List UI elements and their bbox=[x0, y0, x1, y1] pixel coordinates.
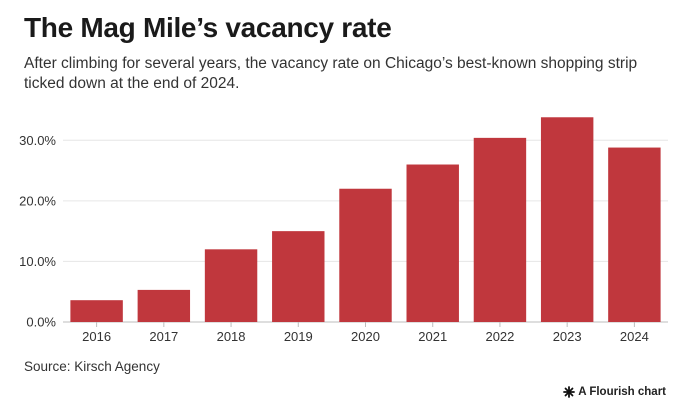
x-tick-label: 2018 bbox=[217, 329, 246, 344]
bar-2019[interactable] bbox=[272, 231, 325, 322]
flourish-credit[interactable]: A Flourish chart bbox=[563, 386, 666, 398]
bar-2022[interactable] bbox=[473, 137, 527, 322]
x-tick-label: 2016 bbox=[82, 329, 111, 344]
bar-2017[interactable] bbox=[137, 289, 191, 322]
y-axis: 0.0% 10.0% 20.0% 30.0% bbox=[19, 133, 56, 330]
bar-2020[interactable] bbox=[339, 188, 392, 322]
bars bbox=[70, 117, 661, 322]
x-tick-label: 2021 bbox=[418, 329, 447, 344]
bar-2021[interactable] bbox=[406, 164, 459, 322]
x-axis: 2016 2017 2018 2019 2020 2021 2022 2023 2024 bbox=[82, 322, 649, 344]
source-note: Source: Kirsch Agency bbox=[24, 359, 160, 374]
bar-2024[interactable] bbox=[608, 147, 661, 322]
y-tick-label: 0.0% bbox=[26, 315, 56, 330]
y-tick-label: 20.0% bbox=[19, 193, 56, 208]
bar-2023[interactable] bbox=[540, 117, 594, 322]
chart-subtitle: After climbing for several years, the va… bbox=[24, 55, 638, 92]
x-tick-label: 2024 bbox=[620, 329, 649, 344]
flourish-logo-icon bbox=[563, 386, 576, 398]
x-tick-label: 2017 bbox=[149, 329, 178, 344]
chart-title: The Mag Mile’s vacancy rate bbox=[24, 12, 392, 43]
y-tick-label: 10.0% bbox=[19, 254, 56, 269]
x-tick-label: 2019 bbox=[284, 329, 313, 344]
bar-2018[interactable] bbox=[204, 249, 258, 322]
bar-2016[interactable] bbox=[70, 300, 123, 322]
credit-label: A Flourish chart bbox=[578, 386, 666, 398]
y-tick-label: 30.0% bbox=[19, 133, 56, 148]
x-tick-label: 2020 bbox=[351, 329, 380, 344]
x-tick-label: 2022 bbox=[485, 329, 514, 344]
x-tick-label: 2023 bbox=[553, 329, 582, 344]
